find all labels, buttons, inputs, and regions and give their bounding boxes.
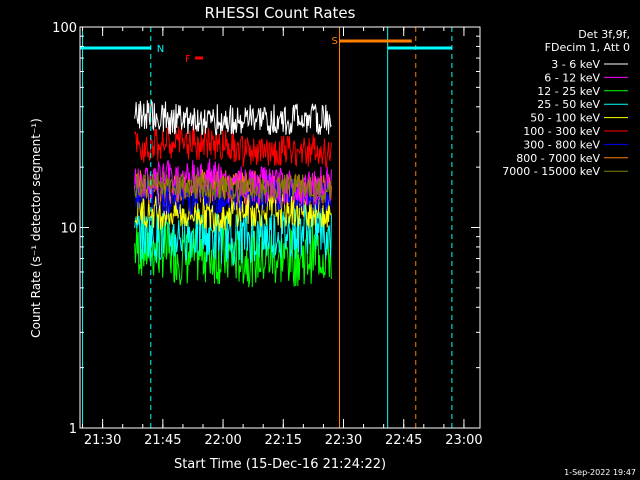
- series-line-1: [134, 99, 332, 136]
- legend-label: 12 - 25 keV: [537, 85, 600, 98]
- chart-title: RHESSI Count Rates: [205, 4, 356, 22]
- y-tick-label: 100: [52, 21, 77, 36]
- series-line-6: [134, 126, 332, 168]
- x-tick-label: 22:45: [385, 433, 422, 448]
- legend-label: 100 - 300 keV: [523, 125, 600, 138]
- flag-label-f: F: [185, 54, 191, 65]
- y-tick-label: 10: [60, 222, 77, 237]
- y-axis-label: Count Rate (s⁻¹ detector segment⁻¹): [29, 118, 43, 338]
- x-axis-label: Start Time (15-Dec-16 21:24:22): [174, 457, 386, 472]
- legend-label: 50 - 100 keV: [530, 112, 600, 125]
- x-tick-label: 21:30: [84, 433, 121, 448]
- x-tick-label: 21:45: [144, 433, 181, 448]
- legend-header-line: FDecim 1, Att 0: [545, 41, 630, 54]
- legend-label: 25 - 50 keV: [537, 98, 600, 111]
- series-line-9: [134, 171, 332, 204]
- x-tick-label: 22:30: [325, 433, 362, 448]
- legend-label: 6 - 12 keV: [544, 71, 600, 84]
- legend-label: 7000 - 15000 keV: [502, 165, 600, 178]
- legend-label: 300 - 800 keV: [523, 138, 600, 151]
- y-tick-label: 1: [69, 422, 77, 437]
- timestamp-label: 1-Sep-2022 19:47: [564, 468, 636, 477]
- flag-label-s: S: [331, 36, 337, 47]
- x-tick-label: 22:00: [204, 433, 241, 448]
- series-line-2: [134, 158, 332, 206]
- flag-label-n: N: [157, 44, 164, 55]
- x-tick-label: 22:15: [265, 433, 302, 448]
- axis-layer: 1 10 100 21:30 21:45 22:00 22:15 22:30 22:45 23:0…: [52, 21, 483, 448]
- x-tick-label: 23:00: [445, 433, 482, 448]
- legend-label: 800 - 7000 keV: [516, 152, 600, 165]
- data-layer: [134, 99, 332, 288]
- legend-label: 3 - 6 keV: [551, 58, 600, 71]
- legend-header-line: Det 3f,9f,: [578, 28, 630, 41]
